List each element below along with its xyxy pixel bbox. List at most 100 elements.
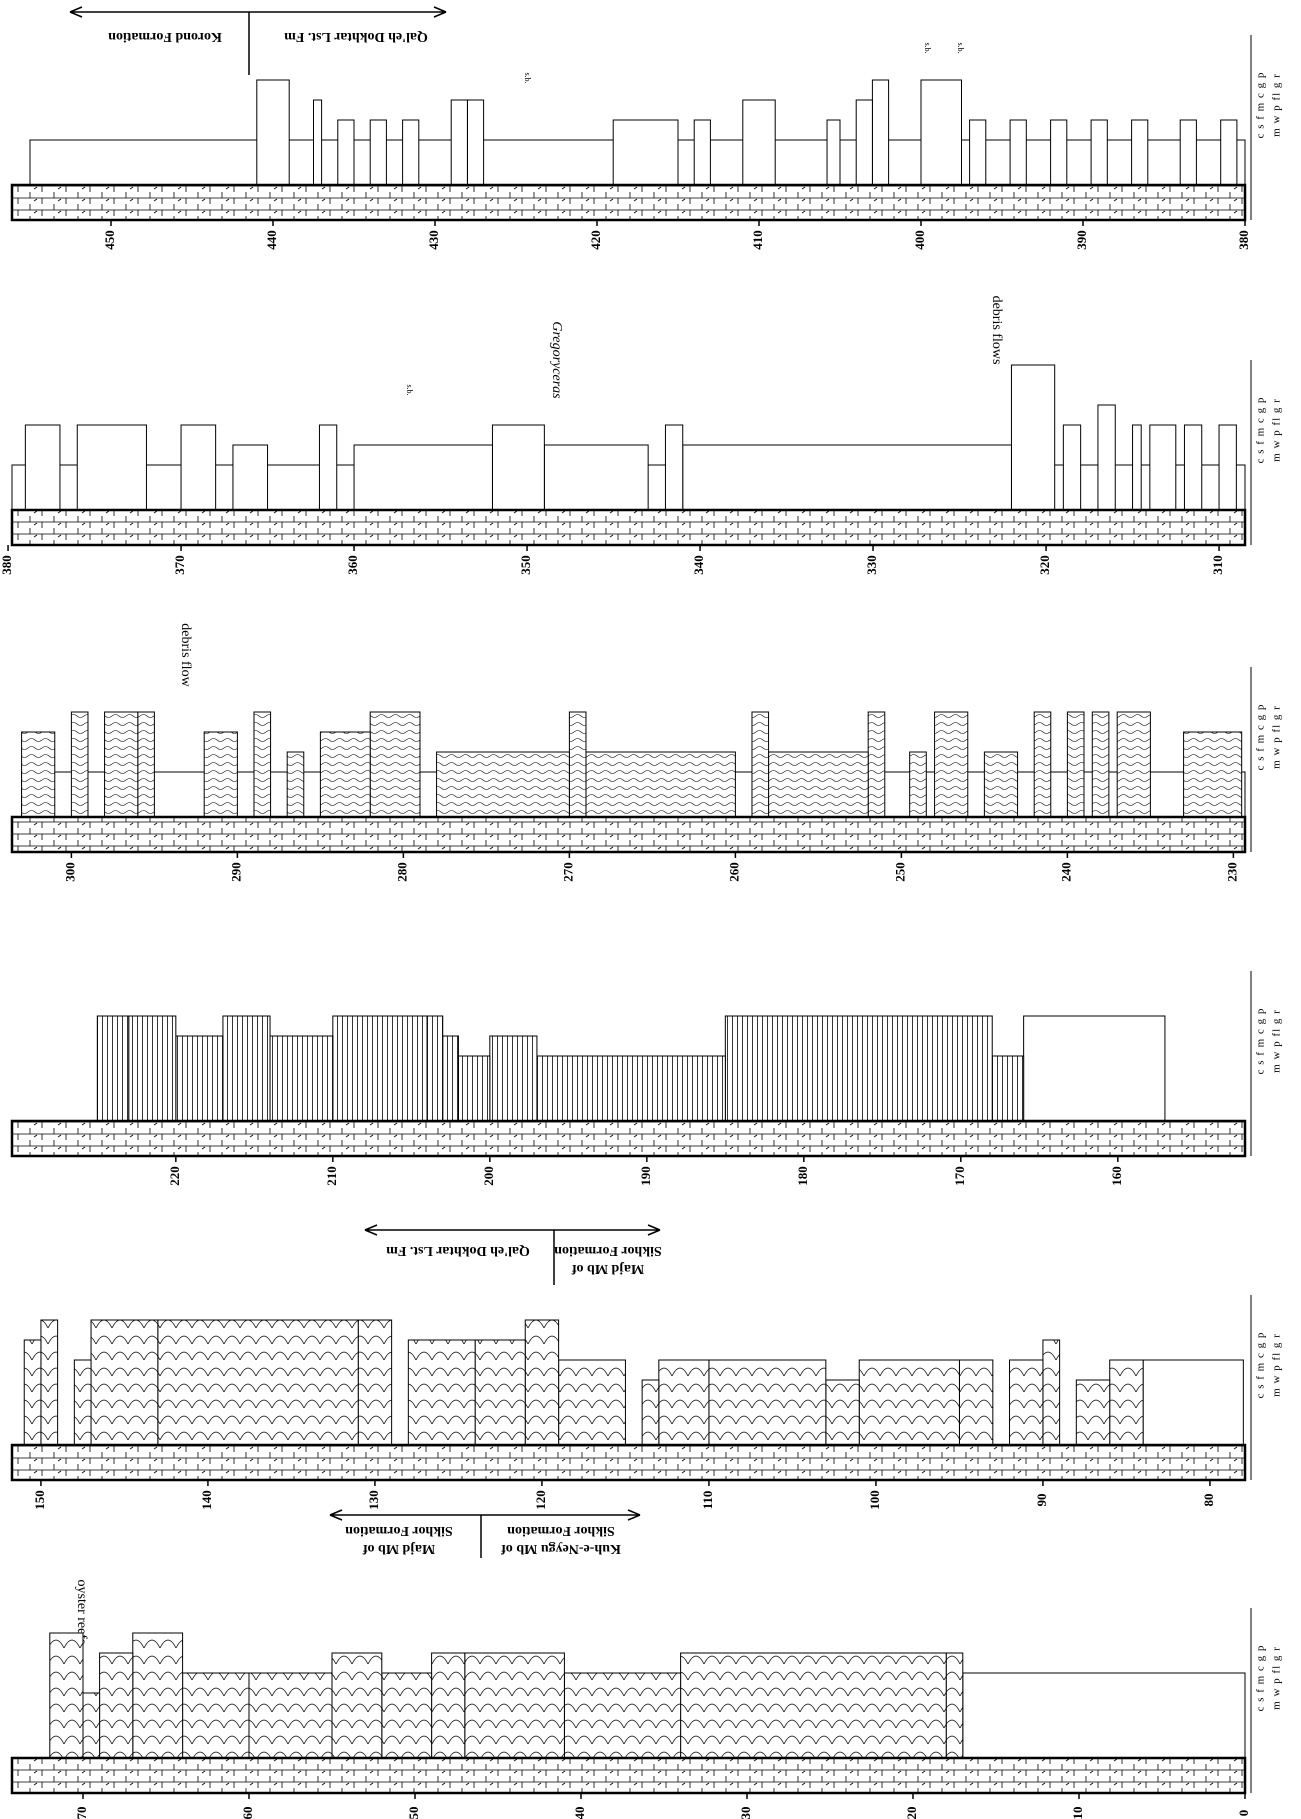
formation-label: Majd Mb of (363, 1541, 436, 1556)
bed (664, 424, 684, 511)
bed (1116, 711, 1151, 818)
bed (132, 1632, 184, 1759)
bed (1091, 711, 1110, 818)
depth-label: 70 (74, 1807, 89, 1819)
grain-scale-label: m w p fl g r (1271, 1333, 1283, 1397)
bed (558, 1359, 626, 1446)
depth-label: 420 (588, 230, 603, 250)
bed (568, 711, 587, 818)
depth-label: 30 (738, 1807, 753, 1819)
bed (40, 1319, 59, 1446)
depth-label: 340 (691, 555, 706, 575)
bed (49, 1632, 84, 1759)
depth-label: 90 (1034, 1494, 1049, 1507)
bed (319, 731, 371, 818)
depth-label: 80 (1201, 1494, 1216, 1507)
bed (357, 1319, 393, 1446)
lithology-strip (10, 1756, 1247, 1795)
bed (920, 79, 962, 186)
depth-label: 440 (264, 230, 279, 250)
bed (969, 119, 987, 186)
bed (180, 424, 217, 511)
depth-label: 40 (572, 1807, 587, 1819)
bed (724, 1015, 993, 1122)
bed (708, 1359, 827, 1446)
annotation: s.b. (405, 384, 414, 395)
formation-label: Qal'eh Dokhtar Lst. Fm (386, 1243, 530, 1258)
annotation: Gregoryceras (549, 321, 564, 399)
grain-scale-label: c s f m c g p (1255, 1008, 1267, 1075)
bed (909, 751, 927, 818)
depth-label: 430 (426, 230, 441, 250)
bed (369, 119, 387, 186)
bed (958, 1359, 994, 1446)
formation-label: Qal'eh Dokhtar Lst. Fm (284, 29, 428, 44)
bed (450, 99, 468, 186)
bed (680, 1652, 947, 1759)
annotation: s.b. (956, 42, 965, 53)
bed (693, 119, 711, 186)
grain-scale-label: m w p fl g r (1271, 1009, 1283, 1073)
depth-label: 400 (912, 230, 927, 250)
bed (768, 751, 869, 818)
bed (24, 424, 61, 511)
grain-scale-label: c s f m c g p (1255, 704, 1267, 771)
bed (945, 1652, 964, 1759)
bed (23, 1339, 42, 1446)
bed (157, 1319, 359, 1446)
bed (1132, 424, 1142, 511)
bed (742, 99, 776, 186)
bed (524, 1319, 560, 1446)
bed (426, 1015, 444, 1122)
annotation: debris flows (989, 296, 1004, 365)
bed (1075, 1379, 1111, 1446)
bed (464, 1652, 565, 1759)
depth-label: 330 (864, 555, 879, 575)
bed (1131, 119, 1149, 186)
bed (436, 751, 570, 818)
depth-label: 310 (1210, 555, 1225, 575)
grain-scale-label: m w p fl g r (1271, 705, 1283, 769)
depth-label: 60 (240, 1807, 255, 1819)
bed (70, 711, 89, 818)
bed (1010, 364, 1056, 511)
bed (466, 99, 485, 186)
annotation: s.b. (923, 42, 932, 53)
bed (269, 1035, 334, 1122)
bed (825, 1379, 860, 1446)
bed (1042, 1339, 1061, 1446)
bed (21, 731, 56, 818)
lithology-strip (10, 1443, 1247, 1482)
bed (563, 1672, 682, 1759)
bed (1149, 424, 1177, 511)
depth-label: 390 (1074, 230, 1089, 250)
bed (175, 1035, 224, 1122)
bed (248, 1672, 333, 1759)
bed (658, 1359, 710, 1446)
depth-label: 370 (172, 555, 187, 575)
bracket (69, 6, 661, 1558)
depth-label: 110 (700, 1491, 715, 1510)
bed (1090, 119, 1108, 186)
depth-label: 0 (1236, 1810, 1251, 1817)
annotation: debris flow (178, 623, 193, 687)
lithology-strip (10, 815, 1247, 854)
bed (1009, 1359, 1044, 1446)
depth-label: 450 (102, 230, 117, 250)
depth-label: 50 (406, 1807, 421, 1819)
bed (543, 444, 649, 511)
bed (318, 424, 338, 511)
bed (536, 1055, 726, 1122)
bed (1183, 731, 1243, 818)
depth-label: 170 (952, 1166, 967, 1186)
bed (1109, 1359, 1144, 1446)
grain-scale-label: c s f m c g p (1255, 1332, 1267, 1399)
bed (1050, 119, 1068, 186)
bed (826, 119, 841, 186)
depth-label: 220 (167, 1166, 182, 1186)
bed (90, 1319, 159, 1446)
depth-label: 270 (560, 862, 575, 882)
bed (1220, 119, 1238, 186)
lithology-strip (10, 1119, 1247, 1158)
